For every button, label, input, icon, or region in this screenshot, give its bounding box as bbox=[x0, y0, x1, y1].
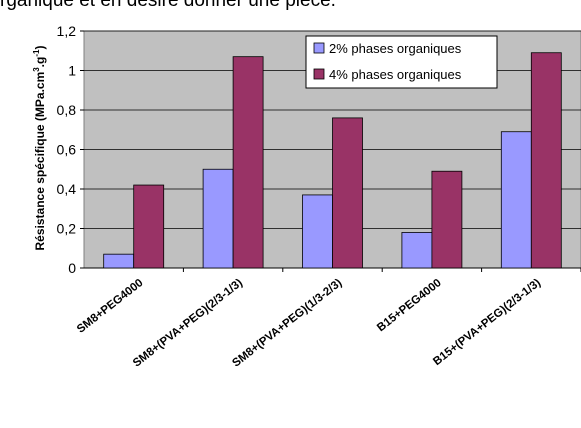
bar-series-2 bbox=[232, 56, 264, 269]
bar-series-1 bbox=[500, 131, 532, 269]
legend: 2% phases organiques 4% phases organique… bbox=[305, 35, 498, 89]
gridlines bbox=[84, 30, 581, 272]
y-axis-label: Résistance spécifique (MPa.cm3.g-1) bbox=[32, 46, 47, 251]
category-label: B15+PEG4000 bbox=[375, 277, 444, 334]
category-label: B15+(PVA+PEG)(2/3-1/3) bbox=[431, 277, 543, 368]
legend-label-2: 4% phases organiques bbox=[329, 67, 462, 82]
bar-series-1 bbox=[302, 194, 333, 269]
category-label: SM8+PEG4000 bbox=[75, 277, 146, 336]
bar-series-1 bbox=[202, 168, 234, 269]
legend-swatch-2 bbox=[313, 68, 325, 80]
y-tick-label: 0 bbox=[68, 260, 76, 276]
legend-label-1: 2% phases organiques bbox=[329, 41, 462, 56]
category-label: SM8+(PVA+PEG)(2/3-1/3) bbox=[131, 277, 245, 370]
clipped-header-text: rganique et en désire donner une pièce. bbox=[0, 0, 336, 11]
bar-series-2 bbox=[530, 52, 562, 269]
bar-series-1 bbox=[103, 253, 135, 269]
bar-series-2 bbox=[431, 170, 463, 269]
legend-swatch-1 bbox=[313, 42, 325, 54]
legend-box bbox=[305, 35, 498, 89]
y-tick-label: 0,6 bbox=[57, 142, 77, 158]
y-tick-label: 0,2 bbox=[57, 221, 77, 237]
y-tick-label: 1,2 bbox=[57, 23, 77, 39]
bars bbox=[103, 52, 562, 269]
bar-series-2 bbox=[332, 117, 363, 269]
y-tick-label: 1 bbox=[68, 63, 76, 79]
bar-series-1 bbox=[401, 232, 433, 269]
y-tick-label: 0,4 bbox=[57, 181, 77, 197]
y-tick-label: 0,8 bbox=[57, 102, 77, 118]
bar-series-2 bbox=[133, 184, 165, 269]
category-label: SM8+(PVA+PEG)(1/3-2/3) bbox=[230, 277, 344, 370]
category-labels: SM8+PEG4000SM8+(PVA+PEG)(2/3-1/3)SM8+(PV… bbox=[75, 277, 543, 370]
y-tick-labels: 0 0,2 0,4 0,6 0,8 1 1,2 bbox=[57, 23, 84, 276]
